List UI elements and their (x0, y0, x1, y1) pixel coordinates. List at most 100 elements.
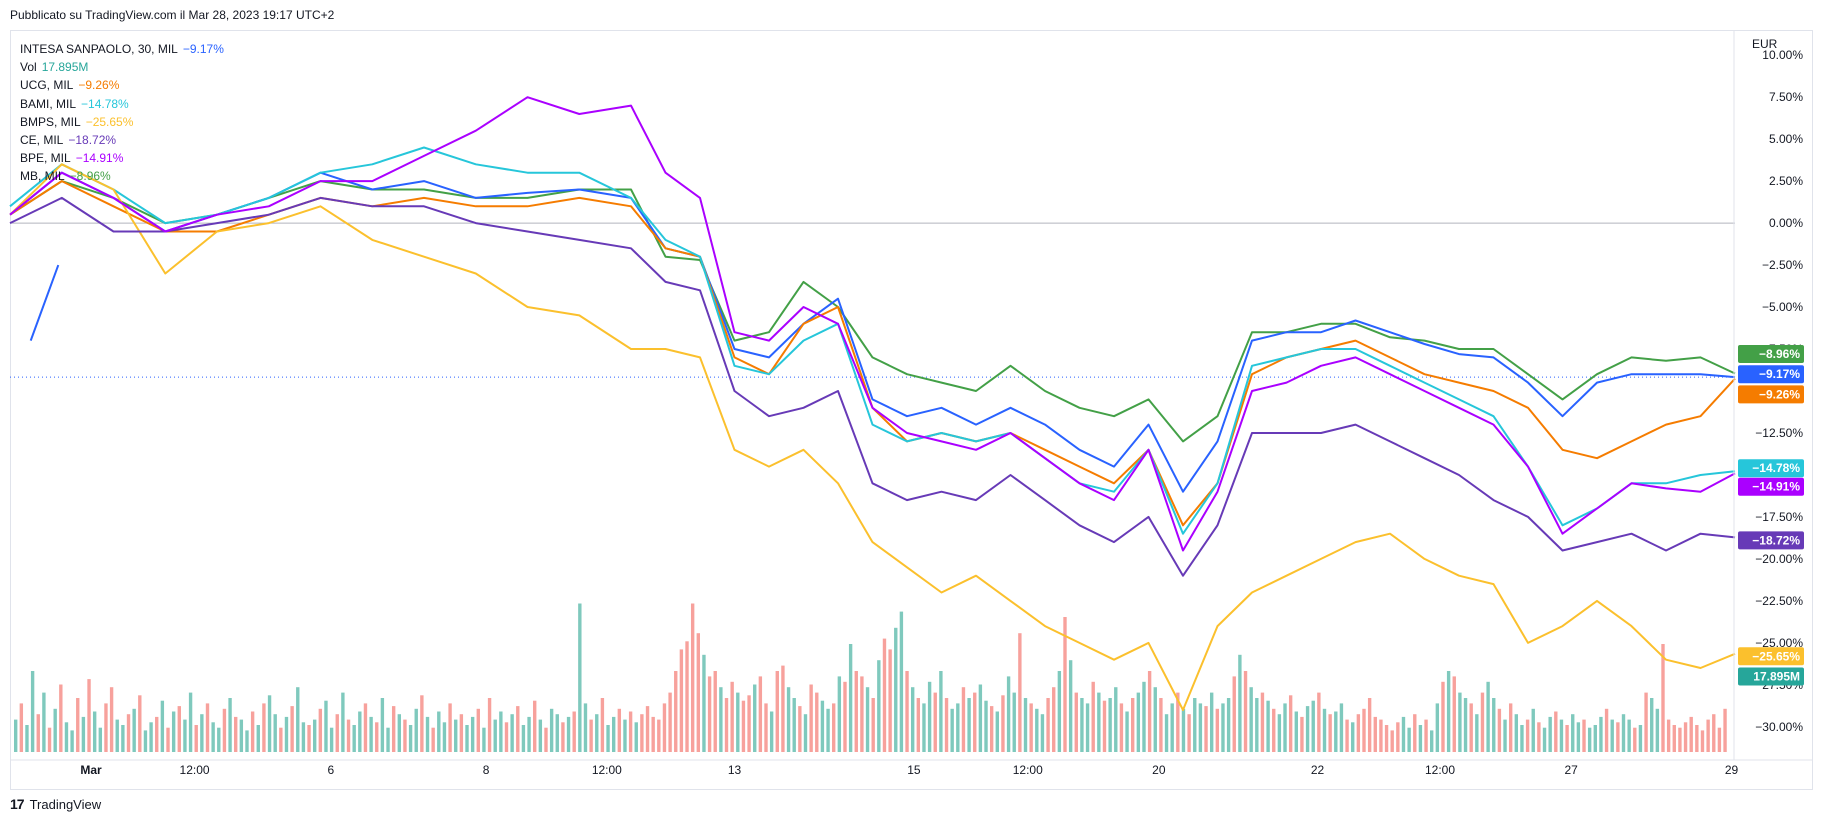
volume-bar (380, 698, 385, 752)
volume-bar (138, 695, 142, 752)
volume-bar (504, 722, 509, 752)
volume-bar (188, 692, 193, 752)
volume-bar (995, 711, 999, 752)
volume-bar (1424, 719, 1428, 752)
volume-bar (1441, 681, 1445, 752)
x-tick-label: 27 (1564, 763, 1578, 777)
volume-bar (815, 692, 819, 752)
volume-bar (476, 708, 480, 752)
volume-bar (781, 665, 785, 752)
volume-bar (640, 714, 644, 752)
legend-row-intesa[interactable]: INTESA SANPAOLO, 30, MIL −9.17% (20, 40, 224, 58)
price-label-text: −14.78% (1752, 461, 1800, 475)
volume-bar (200, 714, 204, 752)
volume-bar (1023, 698, 1028, 752)
volume-bar (1452, 676, 1456, 752)
volume-bar (1215, 708, 1220, 752)
volume-bar (589, 719, 593, 752)
volume-bar (702, 654, 706, 752)
volume-bar (1650, 698, 1654, 752)
legend-row-ucg[interactable]: UCG, MIL −9.26% (20, 76, 224, 94)
volume-bar (611, 716, 616, 752)
volume-bar (239, 719, 244, 752)
volume-bar (245, 730, 249, 752)
volume-bar (1497, 708, 1502, 752)
volume-bar (36, 714, 40, 752)
volume-bar (121, 725, 125, 752)
price-label-box (1738, 531, 1804, 550)
volume-bar (177, 706, 181, 752)
volume-bar (1616, 722, 1620, 752)
volume-bar (1362, 708, 1366, 752)
volume-bar (583, 703, 588, 752)
volume-bar (634, 722, 638, 752)
legend-row-volume[interactable]: Vol 17.895M (20, 58, 224, 76)
volume-bar (211, 722, 215, 752)
volume-bar (403, 719, 407, 752)
y-tick-label: 10.00% (1762, 48, 1803, 62)
volume-bar (1486, 681, 1490, 752)
volume-bar (1458, 692, 1462, 752)
price-label-text: −9.26% (1759, 387, 1800, 401)
legend-label: MB, MIL (20, 169, 65, 184)
x-tick-label: 12:00 (1425, 763, 1455, 777)
volume-bar (425, 716, 430, 752)
volume-bar (1108, 698, 1112, 752)
volume-bar (115, 719, 119, 752)
legend-value: −9.17% (182, 42, 224, 56)
volume-bar (217, 727, 221, 752)
volume-bar (674, 671, 678, 752)
volume-bar (606, 725, 610, 752)
volume-bar (346, 719, 351, 752)
volume-bar (899, 611, 904, 752)
volume-bar (724, 698, 729, 752)
volume-bar (104, 703, 108, 752)
chart-pane[interactable] (10, 30, 1813, 790)
volume-bar (1548, 716, 1552, 752)
volume-bar (1142, 681, 1146, 752)
volume-bar (1525, 719, 1530, 752)
volume-bar (290, 706, 294, 752)
volume-bar (1311, 700, 1315, 752)
price-label-box (1738, 345, 1804, 364)
volume-bar (448, 703, 452, 752)
volume-bar (595, 714, 599, 752)
volume-bar (1514, 714, 1519, 752)
legend-label: BMPS, MIL (20, 114, 81, 129)
volume-bar (1232, 676, 1236, 752)
legend-row-bami[interactable]: BAMI, MIL −14.78% (20, 95, 224, 113)
volume-bar (1723, 708, 1727, 752)
volume-bar (888, 649, 892, 752)
volume-bar (1503, 719, 1507, 752)
legend-label: INTESA SANPAOLO, 30, MIL (20, 42, 178, 56)
volume-bar (166, 727, 170, 752)
volume-bar (408, 725, 413, 752)
volume-bar (1508, 703, 1513, 752)
volume-bar (25, 725, 29, 752)
volume-bar (279, 727, 283, 752)
legend-label: CE, MIL (20, 133, 64, 148)
legend-row-mb[interactable]: MB, MIL −8.96% (20, 167, 224, 185)
volume-bar (1531, 708, 1535, 752)
volume-bar (1249, 687, 1253, 752)
volume-bar (470, 716, 475, 752)
footer-branding[interactable]: 17 TradingView (10, 796, 101, 812)
legend-row-ce[interactable]: CE, MIL −18.72% (20, 131, 224, 149)
volume-bar (707, 676, 712, 752)
volume-bar (922, 703, 926, 752)
volume-bar (753, 684, 757, 752)
legend-row-bpe[interactable]: BPE, MIL −14.91% (20, 149, 224, 167)
x-tick-label: 13 (728, 763, 742, 777)
volume-bar (1627, 719, 1631, 752)
volume-bar (685, 641, 689, 752)
volume-bar (160, 700, 165, 752)
legend-row-bmps[interactable]: BMPS, MIL −25.65% (20, 113, 224, 131)
footer-brand-label: TradingView (29, 796, 102, 812)
price-label-text: −9.17% (1759, 367, 1800, 381)
volume-bar (1052, 687, 1056, 752)
volume-bar (1277, 714, 1282, 752)
volume-bar (1001, 695, 1005, 752)
volume-bar (1243, 671, 1248, 752)
volume-bar (375, 722, 379, 752)
